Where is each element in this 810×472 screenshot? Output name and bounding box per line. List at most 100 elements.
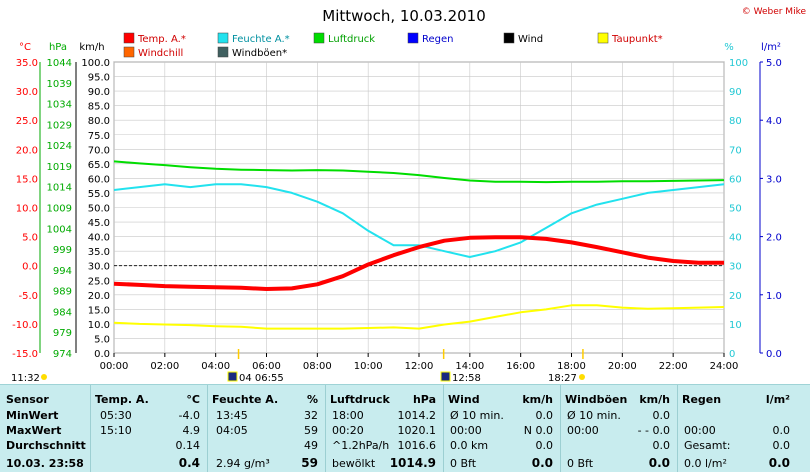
rain-tick-label: 3.0 bbox=[766, 174, 782, 185]
cell-value-pressure: 1020.1 bbox=[397, 424, 437, 437]
copyright-text: © Weber Mike bbox=[742, 7, 807, 17]
cell-sub-pressure: bewölkt bbox=[332, 457, 376, 470]
x-tick-label: 20:00 bbox=[608, 361, 637, 372]
cell-value-gust: 0.0 bbox=[648, 456, 670, 470]
column-header-pressure: Luftdruck bbox=[330, 393, 390, 406]
rain-tick-label: 1.0 bbox=[766, 291, 782, 302]
x-tick-label: 24:00 bbox=[710, 361, 739, 372]
legend-swatch bbox=[217, 32, 229, 44]
column-header-wind: Wind bbox=[448, 393, 480, 406]
wind-tick-label: 30.0 bbox=[88, 262, 110, 273]
legend-label: Windböen* bbox=[232, 48, 287, 59]
wind-tick-label: 40.0 bbox=[88, 233, 110, 244]
sun-icon bbox=[579, 374, 585, 380]
x-tick-label: 04:00 bbox=[201, 361, 230, 372]
column-unit-rain: l/m² bbox=[765, 393, 790, 406]
chart-title: Mittwoch, 10.03.2010 bbox=[322, 7, 486, 25]
statistics-table: Sensor MinWert MaxWert Durchschnitt 10.03. 2… bbox=[0, 384, 810, 472]
pressure-tick-label: 979 bbox=[53, 328, 72, 339]
cell-value-rain: 0.0 bbox=[772, 439, 791, 452]
cell-sub-rain: Gesamt: bbox=[684, 439, 731, 452]
cell-value-gust: 0.0 bbox=[652, 439, 671, 452]
cell-value-gust: - - 0.0 bbox=[637, 424, 670, 437]
humidity-tick-label: 100 bbox=[729, 58, 748, 69]
wind-tick-label: 100.0 bbox=[81, 58, 110, 69]
cell-sub-rain: 00:00 bbox=[684, 424, 716, 437]
cell-value-wind: 0.0 bbox=[535, 409, 554, 422]
legend-swatch bbox=[123, 46, 135, 58]
sensor-row-label: MinWert bbox=[6, 409, 59, 422]
cell-sub-pressure: 00:20 bbox=[332, 424, 364, 437]
grid-lines bbox=[113, 61, 725, 354]
wind-tick-label: 90.0 bbox=[88, 87, 110, 98]
cell-sub-humidity: 04:05 bbox=[216, 424, 248, 437]
wind-tick-label: 60.0 bbox=[88, 174, 110, 185]
moon-icon bbox=[440, 371, 451, 382]
sensor-row-label: Durchschnitt bbox=[6, 439, 86, 452]
cell-value-rain: 0.0 bbox=[768, 456, 790, 470]
wind-tick-label: 80.0 bbox=[88, 116, 110, 127]
humidity-tick-label: 30 bbox=[729, 262, 742, 273]
marker-label: 04 06:55 bbox=[239, 373, 284, 384]
pressure-tick-label: 1009 bbox=[47, 204, 72, 215]
legend-swatch bbox=[123, 32, 135, 44]
column-unit-temp: °C bbox=[186, 393, 200, 406]
pressure-tick-label: 999 bbox=[53, 245, 72, 256]
column-header-humidity: Feuchte A. bbox=[212, 393, 279, 406]
pressure-tick-label: 1039 bbox=[47, 79, 72, 90]
cell-sub-gust: Ø 10 min. bbox=[567, 409, 621, 422]
column-header-gust: Windböen bbox=[565, 393, 628, 406]
legend-swatch bbox=[597, 32, 609, 44]
wind-tick-label: 20.0 bbox=[88, 291, 110, 302]
temp-tick-label: 5.0 bbox=[22, 233, 38, 244]
column-unit-pressure: hPa bbox=[412, 393, 436, 406]
temp-tick-label: 10.0 bbox=[16, 204, 38, 215]
cell-sub-pressure: ^1.2hPa/h bbox=[332, 439, 390, 452]
wind-tick-label: 0.0 bbox=[94, 349, 110, 360]
cell-sub-wind: 0 Bft bbox=[450, 457, 477, 470]
temp-tick-label: 35.0 bbox=[16, 58, 38, 69]
legend-label: Luftdruck bbox=[328, 34, 375, 45]
cell-value-temp: 0.4 bbox=[178, 456, 200, 470]
humidity-tick-label: 50 bbox=[729, 204, 742, 215]
sensor-row-label: MaxWert bbox=[6, 424, 62, 437]
legend-label: Feuchte A.* bbox=[232, 34, 290, 45]
legend-label: Taupunkt* bbox=[611, 34, 663, 45]
legend-swatch bbox=[217, 46, 229, 58]
rain-tick-label: 2.0 bbox=[766, 233, 782, 244]
wind-tick-label: 85.0 bbox=[88, 102, 110, 113]
column-header-rain: Regen bbox=[682, 393, 722, 406]
temp-tick-label: 30.0 bbox=[16, 87, 38, 98]
column-unit-wind: km/h bbox=[522, 393, 553, 406]
pressure-tick-label: 1044 bbox=[47, 58, 72, 69]
cell-sub-pressure: 18:00 bbox=[332, 409, 364, 422]
x-tick-label: 16:00 bbox=[506, 361, 535, 372]
cell-value-humidity: 49 bbox=[304, 439, 318, 452]
wind-tick-label: 15.0 bbox=[88, 305, 110, 316]
wind-tick-label: 70.0 bbox=[88, 145, 110, 156]
wind-tick-label: 5.0 bbox=[94, 334, 110, 345]
cell-value-temp: 4.9 bbox=[182, 424, 201, 437]
pressure-tick-label: 974 bbox=[53, 349, 72, 360]
legend-swatch bbox=[407, 32, 419, 44]
cell-value-pressure: 1016.6 bbox=[397, 439, 437, 452]
legend-swatch bbox=[503, 32, 515, 44]
cell-value-wind: N 0.0 bbox=[523, 424, 553, 437]
cell-value-temp: 0.14 bbox=[175, 439, 201, 452]
cell-sub-gust: 00:00 bbox=[567, 424, 599, 437]
cell-sub-wind: 0.0 km bbox=[450, 439, 489, 452]
wind-tick-label: 75.0 bbox=[88, 131, 110, 142]
series-lines bbox=[113, 160, 725, 330]
cell-value-humidity: 59 bbox=[301, 456, 318, 470]
legend-label: Temp. A.* bbox=[137, 34, 186, 45]
rain-tick-label: 4.0 bbox=[766, 116, 782, 127]
legend-label: Wind bbox=[518, 34, 543, 45]
pressure-tick-label: 1029 bbox=[47, 120, 72, 131]
temp-tick-label: -5.0 bbox=[18, 291, 38, 302]
temp-tick-label: 25.0 bbox=[16, 116, 38, 127]
legend-label: Regen bbox=[422, 34, 454, 45]
wind-tick-label: 50.0 bbox=[88, 204, 110, 215]
pressure-tick-label: 994 bbox=[53, 266, 72, 277]
x-tick-label: 00:00 bbox=[100, 361, 129, 372]
rain-tick-label: 5.0 bbox=[766, 58, 782, 69]
